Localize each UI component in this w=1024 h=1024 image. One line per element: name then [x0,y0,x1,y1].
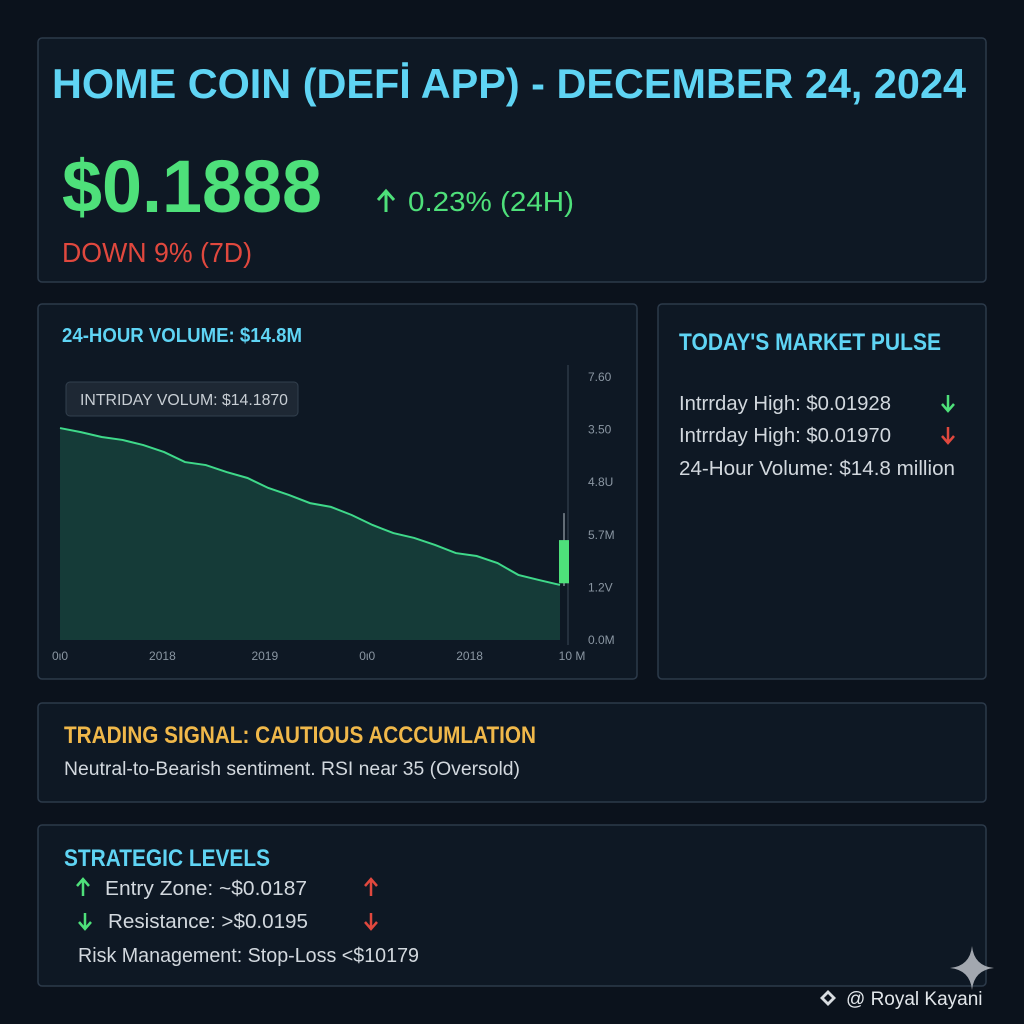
signal-text: Neutral-to-Bearish sentiment. RSI near 3… [64,759,520,780]
sparkle-icon [950,946,994,990]
up-arrow [376,188,396,212]
change-24h: 0.23% (24H) [408,186,574,217]
y-tick-label: 5.7M [588,528,615,542]
price: $0.1888 [62,145,322,228]
level-line: Risk Management: Stop-Loss <$10179 [78,945,419,967]
volume-title: 24-HOUR VOLUME: $14.8M [62,325,302,347]
pulse-title: TODAY'S MARKET PULSE [679,329,941,356]
down-arrow [364,913,378,931]
area-fill [60,428,560,640]
pulse-line: Intrrday High: $0.01928 [679,393,891,415]
volume-chart: 7.60 3.50 4.8U 5.7M 1.2V 0.0M 0ι0 2018 2019 0ι0 20… [52,365,615,663]
x-tick-label: 2018 [456,649,483,663]
levels-title: STRATEGIC LEVELS [64,845,270,872]
pulse-line: 24-Hour Volume: $14.8 million [679,458,955,480]
tooltip-box [65,381,299,417]
title: HOME COIN (DEFİ APP) - DECEMBER 24, 2024 [52,60,967,107]
pulse-line: Intrrday High: $0.01970 [679,425,891,447]
pulse-panel [657,303,987,680]
x-tick-label: 2018 [149,649,176,663]
signal-title: TRADING SIGNAL: CAUTIOUS ACCCUMLATION [64,722,536,749]
logo-icon [820,990,836,1006]
level-line: Resistance: >$0.0195 [108,911,308,933]
tooltip: INTRIDAY VOLUM: $14.1870 [80,392,288,409]
y-tick-label: 1.2V [588,580,613,594]
y-tick-label: 4.8U [588,475,613,489]
x-tick-label: 10 M [559,649,586,663]
levels-panel [37,824,987,987]
y-tick-label: 3.50 [588,423,612,437]
x-tick-label: 2019 [251,649,278,663]
candle-body [559,540,569,584]
signal-panel [37,702,987,803]
up-arrow [76,877,90,896]
down-arrow [941,395,955,413]
down-arrow [78,913,92,931]
up-arrow [364,877,378,896]
x-tick-label: 0ι0 [52,649,68,663]
header-panel [37,37,987,283]
down-arrow [941,427,955,445]
level-line: Entry Zone: ~$0.0187 [105,878,307,900]
watermark: @ Royal Kayani [846,989,983,1010]
line [59,427,561,586]
y-tick-label: 7.60 [588,370,612,384]
x-tick-label: 0ι0 [359,649,375,663]
y-tick-label: 0.0M [588,633,615,647]
change-7d: DOWN 9% (7D) [62,237,252,268]
